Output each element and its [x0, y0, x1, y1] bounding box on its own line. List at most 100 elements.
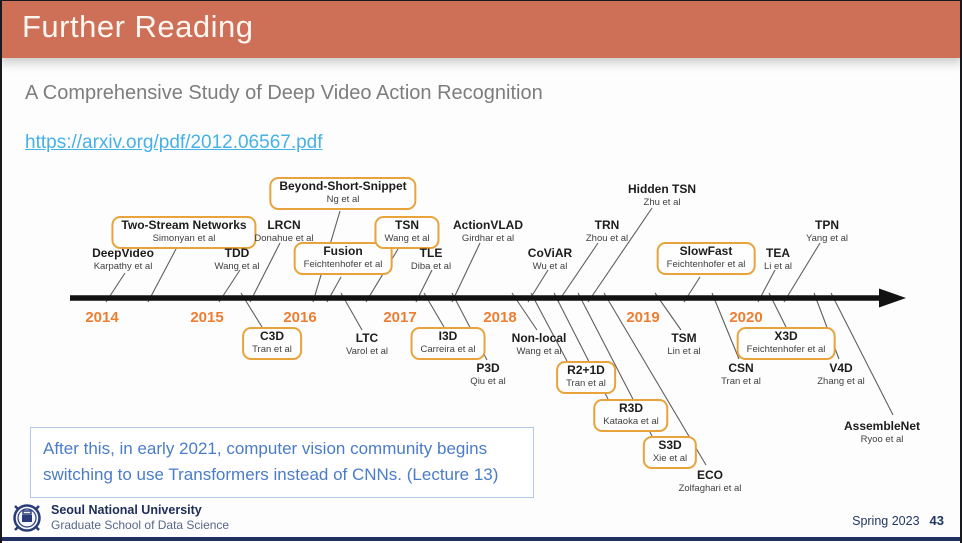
method-author: Ng et al [326, 193, 360, 205]
timeline-year: 2017 [383, 309, 417, 326]
method-author: Girdhar et al [461, 232, 515, 244]
note-text: After this, in early 2021, computer visi… [43, 439, 499, 484]
method-author: Simonyan et al [152, 232, 216, 244]
method-name: TDD [224, 246, 250, 260]
timeline-item: ActionVLAD Girdhar et al [453, 218, 523, 245]
method-author: Feichtenhofer et al [746, 343, 826, 355]
timeline-item: R2+1D Tran et al [556, 361, 616, 394]
timeline-item: Fusion Feichtenhofer et al [293, 242, 393, 275]
header-bar: Further Reading [0, 0, 962, 58]
note-box: After this, in early 2021, computer visi… [30, 427, 534, 498]
method-author: Karpathy et al [93, 260, 153, 272]
timeline-connector [147, 248, 177, 303]
method-name: Beyond-Short-Snippet [279, 179, 407, 193]
timeline-item: TPN Yang et al [805, 218, 849, 245]
method-author: Carreira et al [420, 343, 476, 355]
method-author: Varol et al [345, 345, 389, 357]
timeline-item: TSN Wang et al [374, 216, 440, 249]
timeline-item: V4D Zhang et al [817, 361, 865, 388]
timeline-connector [249, 242, 281, 303]
timeline-item: LTC Varol et al [345, 331, 389, 358]
method-author: Zhang et al [817, 375, 865, 387]
method-author: Yang et al [805, 232, 849, 244]
method-author: Tran et al [252, 343, 292, 355]
timeline-item: P3D Qiu et al [470, 361, 505, 388]
timeline-item: SlowFast Feichtenhofer et al [656, 242, 756, 275]
timeline-arrowhead-icon [879, 288, 906, 308]
arxiv-link[interactable]: https://arxiv.org/pdf/2012.06567.pdf [25, 132, 323, 153]
method-author: Li et al [764, 260, 792, 272]
method-author: Diba et al [410, 260, 452, 272]
timeline-connector [711, 292, 740, 360]
university-name: Seoul National University [51, 503, 202, 517]
timeline-item: X3D Feichtenhofer et al [736, 327, 836, 360]
method-author: Zhu et al [643, 196, 681, 208]
method-author: Tran et al [566, 377, 606, 389]
method-name: LTC [355, 331, 379, 345]
method-author: Tran et al [721, 375, 761, 387]
method-name: TPN [814, 218, 839, 232]
timeline-item: CSN Tran et al [721, 361, 761, 388]
method-name: V4D [829, 361, 853, 375]
snu-logo-icon [13, 504, 41, 532]
timeline-item: AssembleNet Ryoo et al [843, 419, 921, 446]
method-name: DeepVideo [92, 246, 154, 260]
method-author: Wu et al [532, 260, 568, 272]
timeline-item: TEA Li et al [764, 246, 792, 273]
page-title: Further Reading [22, 9, 254, 44]
timeline-item: LRCN Donahue et al [254, 218, 313, 245]
timeline-item: TLE Diba et al [410, 246, 452, 273]
timeline-year: 2014 [85, 309, 119, 326]
method-name: S3D [658, 438, 682, 452]
method-author: Lin et al [667, 345, 701, 357]
timeline-item: ECO Zolfaghari et al [678, 468, 742, 495]
method-name: AssembleNet [843, 419, 921, 433]
footer-left: Seoul National University Graduate Schoo… [10, 501, 229, 535]
method-name: ActionVLAD [453, 218, 523, 232]
method-name: SlowFast [679, 244, 733, 258]
timeline-item: I3D Carreira et al [410, 327, 486, 360]
method-author: Feichtenhofer et al [666, 258, 746, 270]
term-label: Spring 2023 [852, 514, 920, 528]
page-number: 43 [929, 513, 944, 528]
method-name: I3D [438, 329, 458, 343]
method-name: ECO [696, 468, 723, 482]
method-name: CSN [728, 361, 754, 375]
timeline-item: S3D Xie et al [642, 436, 698, 469]
method-name: Two-Stream Networks [121, 218, 247, 232]
method-author: Zhou et al [585, 232, 629, 244]
timeline-connector [365, 248, 399, 303]
method-author: Wang et al [384, 232, 430, 244]
timeline-connector [830, 292, 894, 416]
method-author: Feichtenhofer et al [303, 258, 383, 270]
timeline-item: Non-local Wang et al [512, 331, 567, 358]
method-name: X3D [774, 329, 798, 343]
timeline-connector [587, 207, 653, 303]
timeline-year: 2015 [190, 309, 224, 326]
method-author: Xie et al [652, 452, 688, 464]
paper-title: A Comprehensive Study of Deep Video Acti… [25, 82, 543, 104]
footer-text: Seoul National University Graduate Schoo… [51, 503, 229, 533]
method-name: TSN [395, 218, 419, 232]
method-name: C3D [259, 329, 284, 343]
timeline-connector [530, 292, 568, 362]
method-name: Fusion [323, 244, 363, 258]
timeline-item: C3D Tran et al [242, 327, 302, 360]
method-name: TLE [419, 246, 443, 260]
method-name: Hidden TSN [628, 182, 696, 196]
timeline-connector [783, 242, 821, 303]
method-name: R2+1D [567, 363, 605, 377]
timeline-item: Beyond-Short-Snippet Ng et al [269, 177, 417, 210]
method-name: P3D [476, 361, 500, 375]
timeline-item: Two-Stream Networks Simonyan et al [111, 216, 257, 249]
method-author: Wang et al [214, 260, 260, 272]
timeline-item: TSM Lin et al [667, 331, 701, 358]
method-name: TSM [671, 331, 697, 345]
method-author: Zolfaghari et al [678, 482, 742, 494]
timeline-year: 2018 [483, 309, 517, 326]
method-name: CoViAR [527, 246, 573, 260]
timeline-year: 2016 [283, 309, 317, 326]
timeline-connector [451, 242, 481, 303]
